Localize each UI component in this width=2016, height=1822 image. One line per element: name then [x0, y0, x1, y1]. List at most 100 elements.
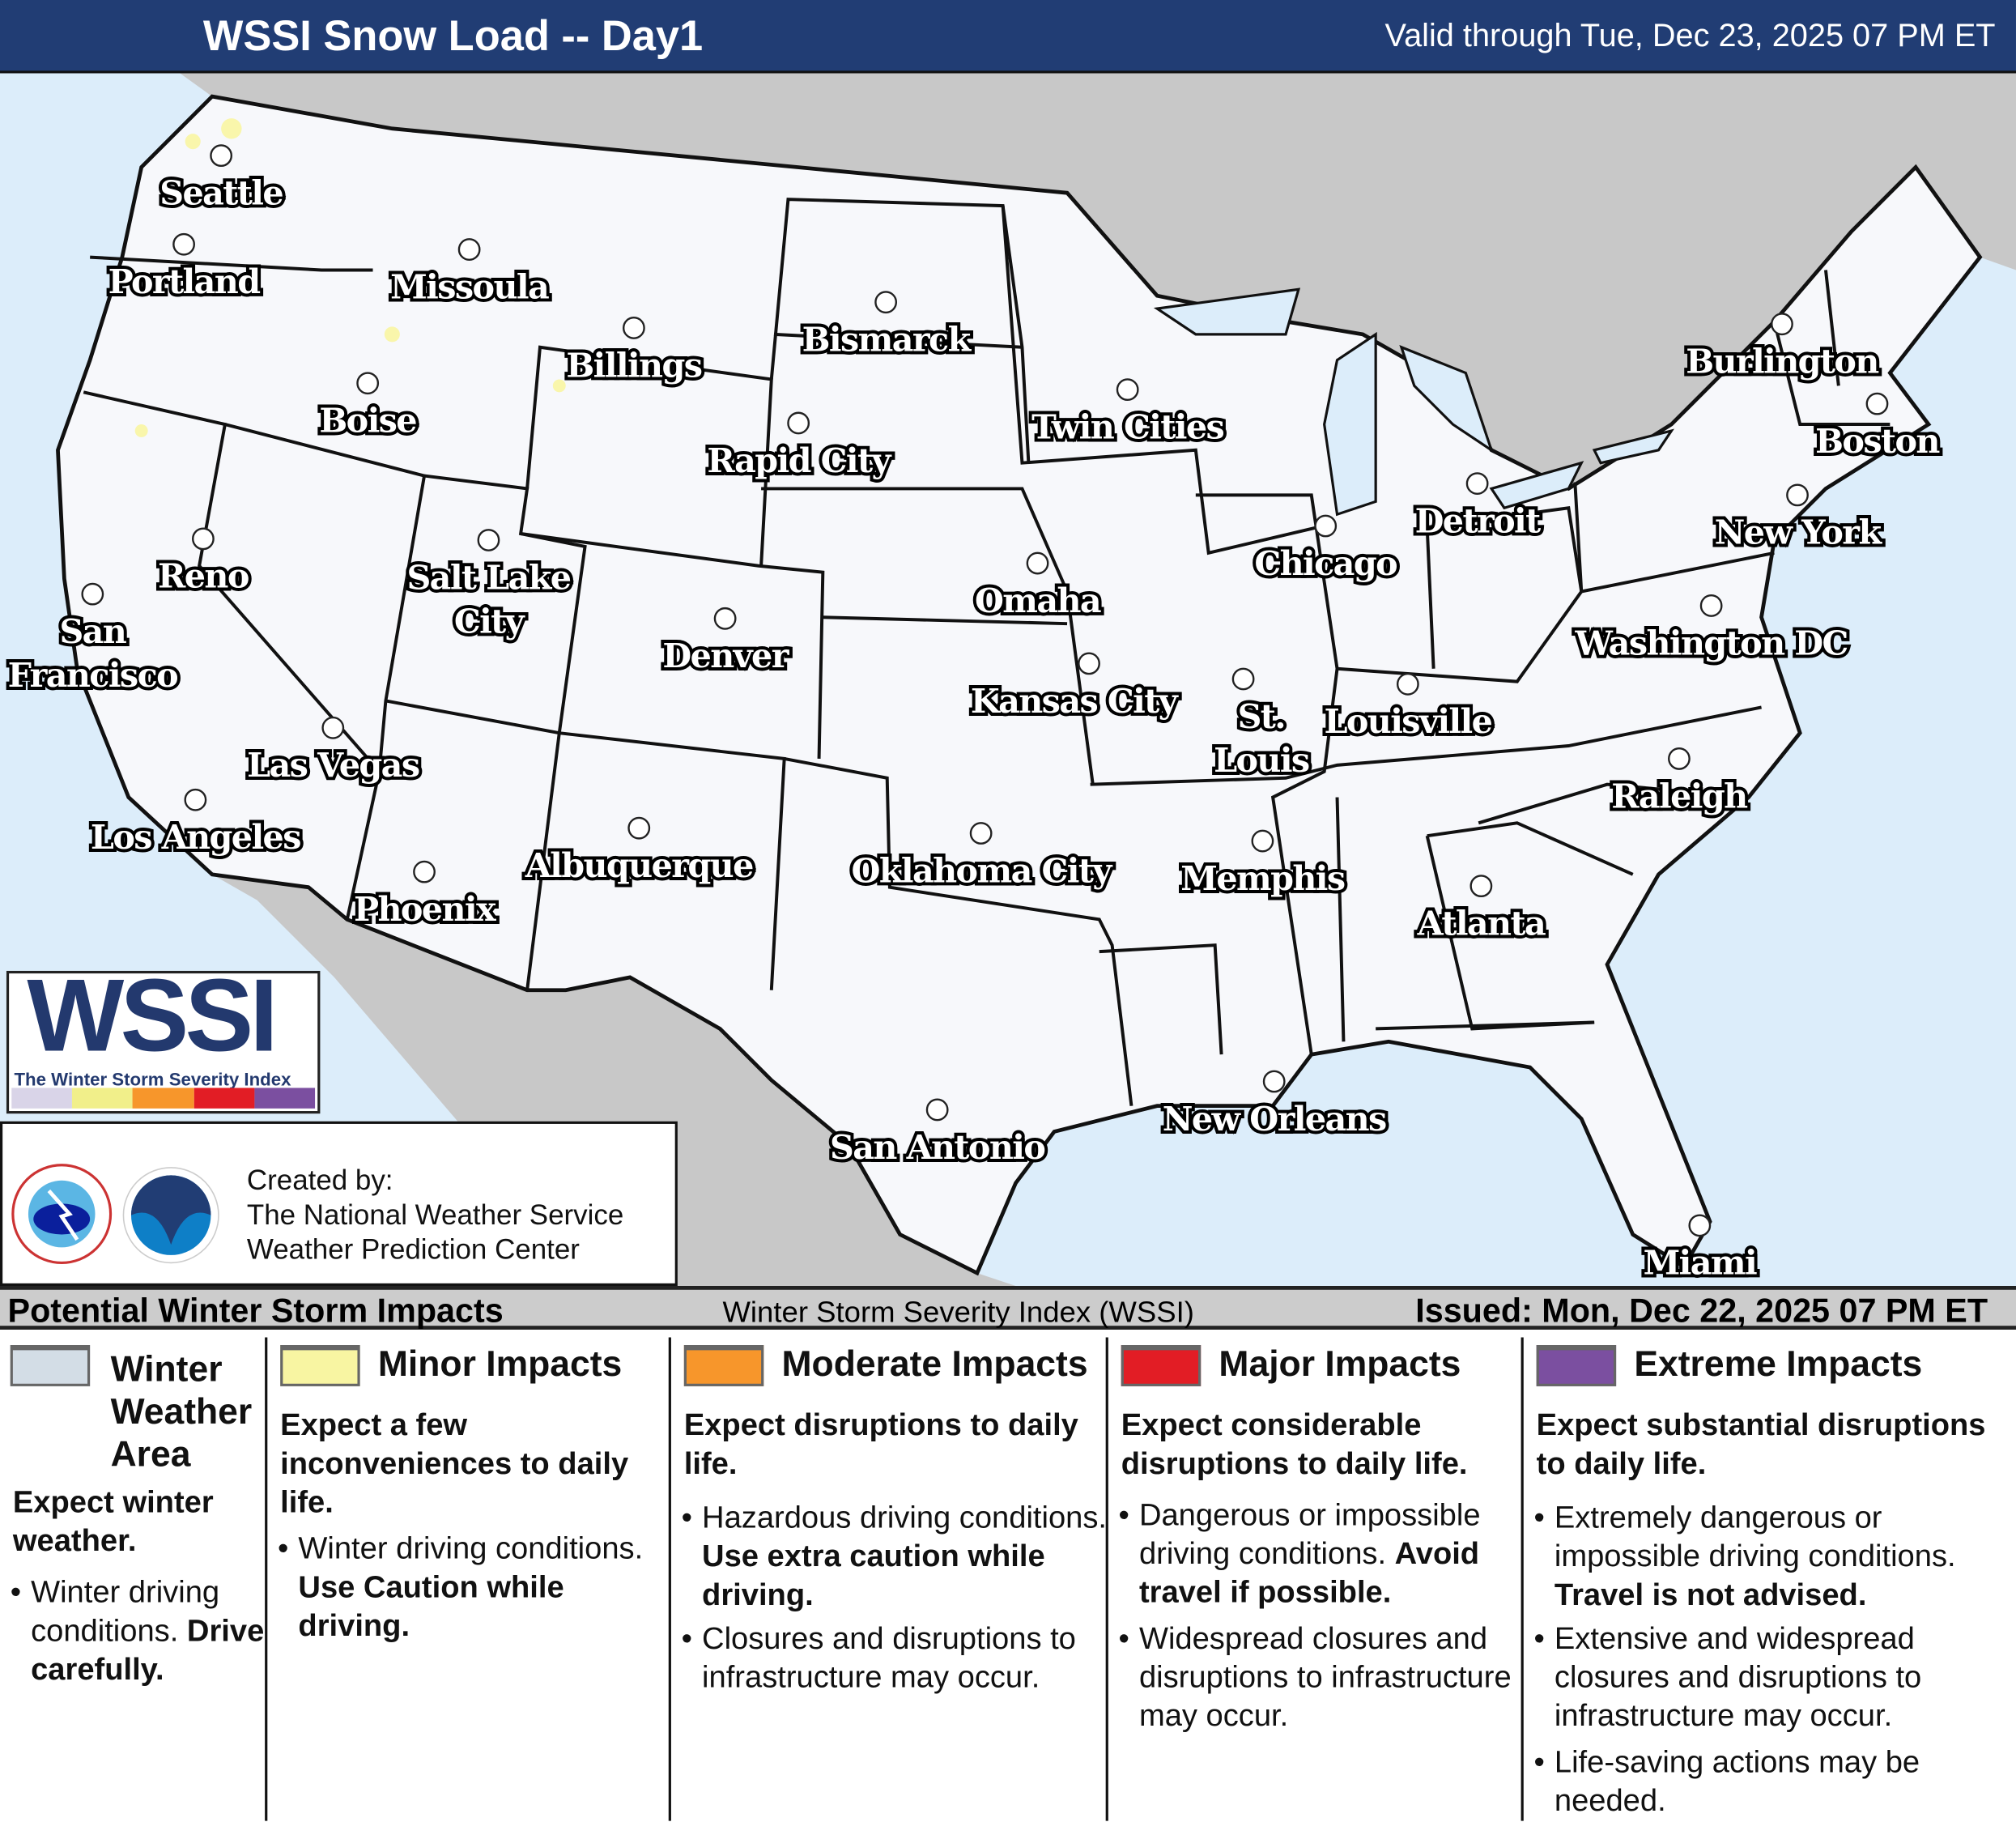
canada [180, 73, 2016, 489]
bullet-text: Extensive and widespread closures and di… [1554, 1621, 1922, 1734]
category-bullet: Extensive and widespread closures and di… [1533, 1620, 2016, 1736]
city-marker [925, 1098, 949, 1122]
city-marker [81, 582, 104, 606]
city-marker [413, 860, 436, 883]
great-lakes [1153, 287, 1674, 517]
issued-time: Issued: Mon, Dec 22, 2025 07 PM ET [1415, 1291, 1988, 1330]
category-bullet: Hazardous driving conditions. Use extra … [682, 1500, 1114, 1616]
legend-moderate: Moderate Impacts Expect disruptions to d… [671, 1337, 1108, 1821]
city-label: Omaha [975, 581, 1101, 620]
city-label: Los Angeles [91, 817, 300, 857]
valid-time: Valid through Tue, Dec 23, 2025 07 PM ET [1384, 18, 1996, 54]
city-marker [356, 372, 380, 395]
swatch-minor [280, 1345, 360, 1386]
category-bullet: Winter driving conditions. Drive careful… [11, 1574, 282, 1690]
city-label: St. [1238, 696, 1285, 736]
category-bullet: Closures and disruptions to infrastructu… [682, 1620, 1114, 1697]
bullet-emphasis: Use Caution while driving. [298, 1569, 564, 1644]
city-marker [1469, 875, 1493, 898]
city-marker [627, 816, 651, 840]
city-marker [321, 716, 345, 739]
city-label: Francisco [8, 655, 178, 695]
nws-logo-icon [11, 1164, 113, 1265]
category-line: Weather [110, 1391, 253, 1432]
city-markers: Seattle Portland Missoula Billings Bismarck B… [5, 144, 1945, 1286]
city-marker [1465, 472, 1489, 495]
city-label: Memphis [1180, 858, 1345, 898]
city-label: Boston [1815, 421, 1940, 461]
city-marker [1668, 747, 1691, 770]
city-marker [1699, 594, 1723, 617]
city-marker [1314, 514, 1338, 538]
bullet-emphasis: Travel is not advised. [1554, 1577, 1867, 1613]
city-marker [1078, 652, 1100, 675]
city-marker [457, 238, 481, 261]
credit-box: Created by: The National Weather Service… [0, 1121, 678, 1286]
city-label: Missoula [390, 266, 549, 306]
legend-heading: Potential Winter Storm Impacts [7, 1291, 504, 1330]
city-label: Salt Lake [406, 557, 570, 597]
category-summary: Expect disruptions to daily life. [683, 1407, 1078, 1482]
header: WSSI Snow Load -- Day1 Valid through Tue… [0, 0, 2016, 74]
city-marker [622, 317, 645, 339]
category-summary: Expect considerable disruptions to daily… [1121, 1407, 1468, 1482]
city-marker [874, 291, 898, 314]
city-label: Reno [158, 556, 249, 596]
wssi-logo-word: WSSI [27, 958, 278, 1073]
category-name: Moderate Impacts [781, 1343, 1088, 1384]
city-label: Louisville [1324, 701, 1491, 741]
credit-line-1: Created by: [246, 1164, 393, 1196]
city-marker [1771, 313, 1793, 336]
city-label: Twin Cities [1031, 407, 1223, 447]
city-marker [1116, 378, 1139, 402]
city-label: Phoenix [354, 889, 496, 929]
city-marker [1688, 1214, 1712, 1237]
city-marker [1231, 667, 1255, 691]
city-label: New Orleans [1163, 1099, 1386, 1139]
category-line: Area [110, 1433, 191, 1474]
wssi-logo-tagline: The Winter Storm Severity Index [14, 1068, 291, 1090]
category-bullet: Widespread closures and disruptions to i… [1119, 1620, 1538, 1736]
city-label: Bismarck [802, 320, 972, 360]
city-label: San Antonio [830, 1127, 1044, 1167]
category-summary: Expect substantial disruptions to daily … [1536, 1407, 1986, 1482]
city-label: San [59, 611, 126, 651]
city-label: Seattle [159, 172, 283, 212]
city-label: Detroit [1415, 500, 1542, 540]
bullet-text: Winter driving conditions. [298, 1531, 644, 1567]
category-summary: Expect a few inconveniences to daily lif… [280, 1407, 629, 1521]
legend-extreme: Extreme Impacts Expect substantial disru… [1524, 1338, 2016, 1821]
city-label: New York [1715, 513, 1883, 552]
category-summary: Expect winter weather. [12, 1485, 214, 1559]
category-name: Major Impacts [1219, 1343, 1461, 1384]
legend-major: Major Impacts Expect considerable disrup… [1108, 1337, 1524, 1821]
city-marker [787, 411, 810, 435]
bullet-text: Life-saving actions may be needed. [1554, 1744, 1920, 1819]
city-marker [1026, 551, 1049, 575]
city-label: Billings [566, 345, 701, 385]
snow-patches [134, 118, 566, 437]
index-name: Winter Storm Severity Index (WSSI) [722, 1295, 1194, 1329]
bullet-text: Closures and disruptions to infrastructu… [702, 1621, 1076, 1695]
bullet-text: Winter driving conditions. [31, 1575, 220, 1649]
legend-minor: Minor Impacts Expect a few inconvenience… [267, 1337, 671, 1821]
mexico [212, 874, 1016, 1286]
city-marker [1251, 829, 1274, 853]
city-label: Oklahoma City [852, 850, 1113, 890]
legend-winter-weather: Winter Weather Area Expect winter weathe… [0, 1337, 268, 1821]
state-borders [83, 198, 1891, 1106]
legend-bar: Potential Winter Storm Impacts Winter St… [0, 1286, 2016, 1330]
swatch-major [1121, 1345, 1202, 1386]
city-marker [713, 607, 737, 630]
credit-line-2: The National Weather Service [246, 1198, 624, 1231]
bullet-text: Dangerous or impossible driving conditio… [1138, 1498, 1481, 1572]
category-bullet: Winter driving conditions. Use Caution w… [278, 1530, 678, 1646]
category-bullet: Life-saving actions may be needed. [1533, 1743, 2016, 1820]
city-label: Washington DC [1575, 623, 1848, 662]
city-label: Miami [1644, 1243, 1757, 1283]
category-name: Winter Weather Area [111, 1347, 253, 1475]
wssi-logo: WSSI The Winter Storm Severity Index [6, 964, 321, 1114]
category-name: Minor Impacts [377, 1343, 623, 1384]
city-label: Denver [662, 636, 789, 675]
category-bullet: Extremely dangerous or impossible drivin… [1533, 1500, 2016, 1616]
